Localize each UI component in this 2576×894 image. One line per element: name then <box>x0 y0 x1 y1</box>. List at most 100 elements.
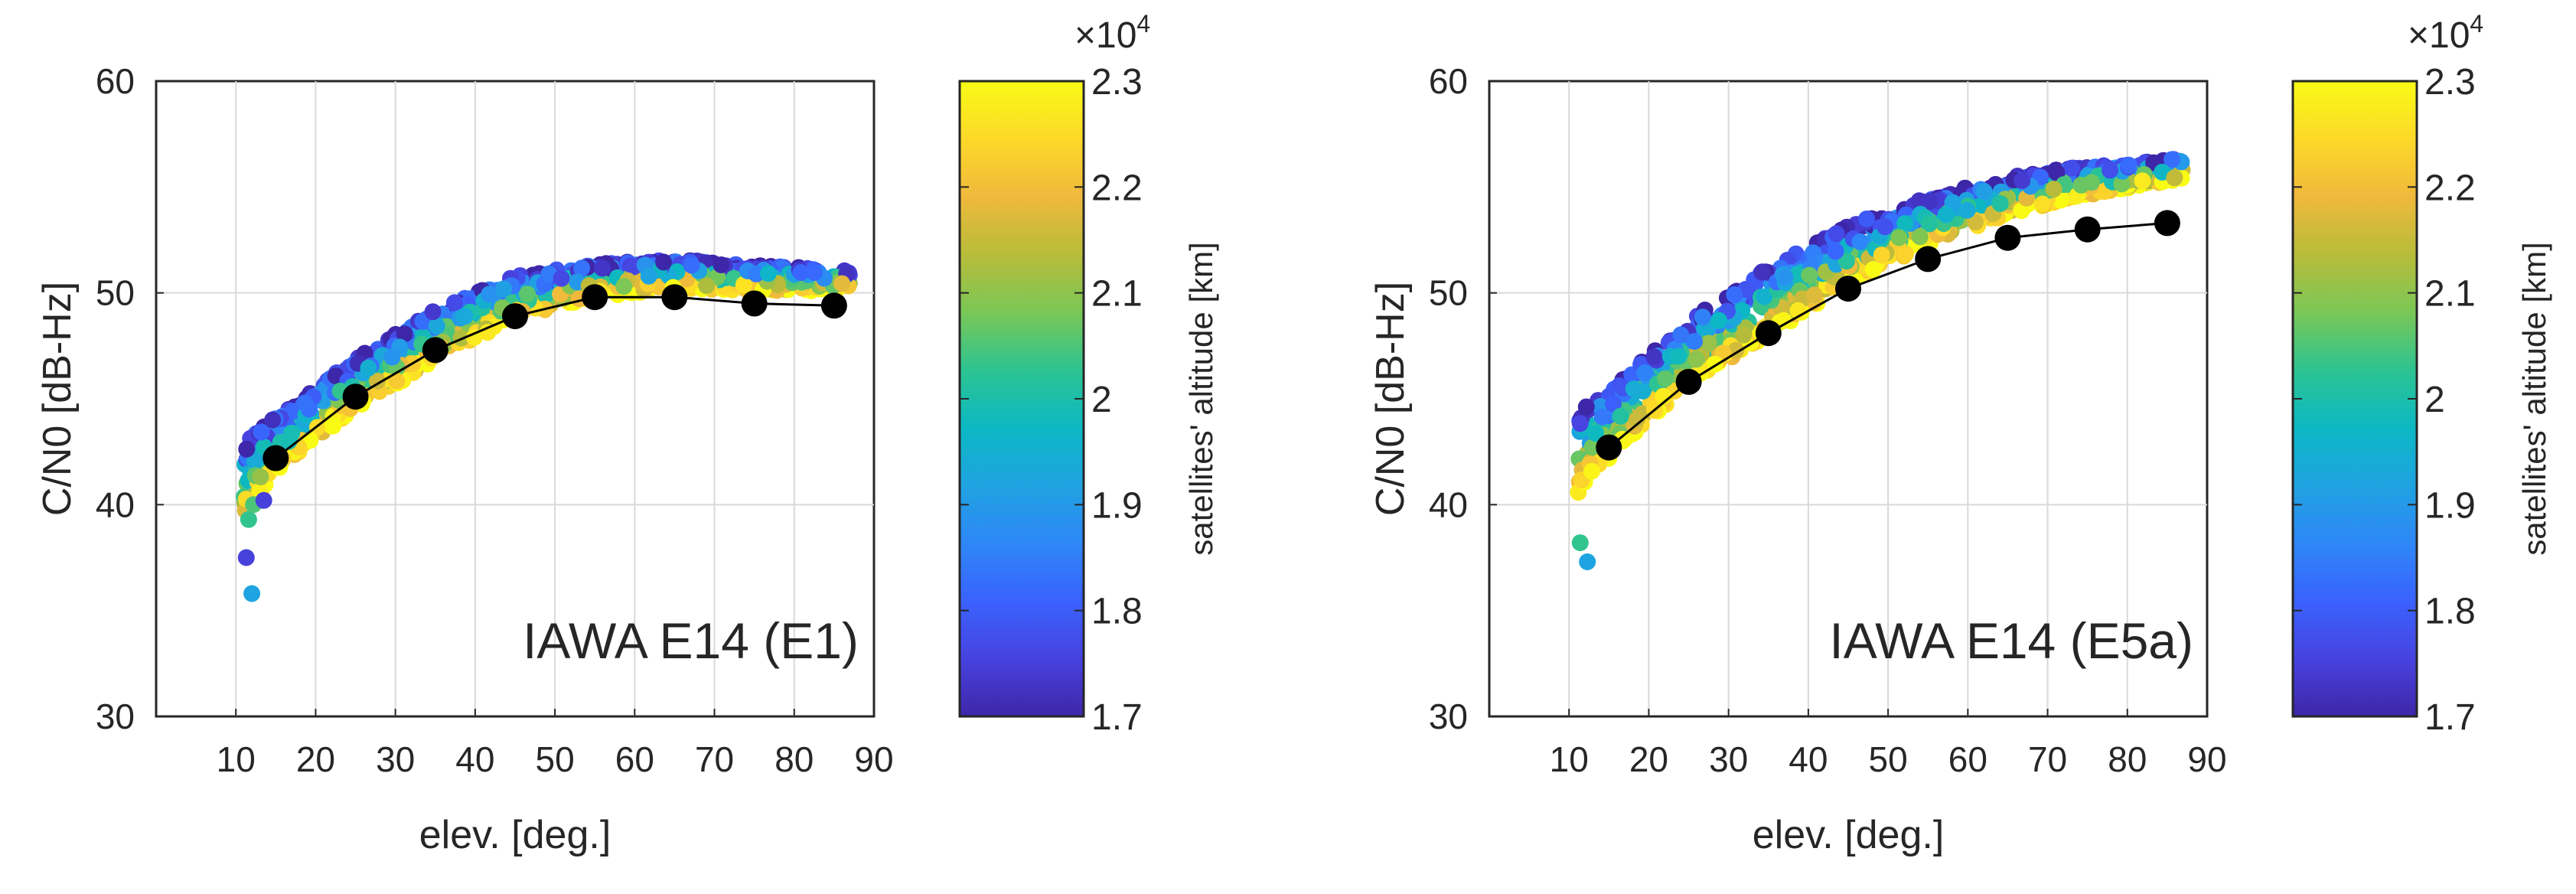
scatter-point <box>1605 395 1622 413</box>
colorbar: 1.7 1.8 1.9 2 2.1 2.2 2.3 ×104 satellites' alt… <box>958 10 1219 738</box>
x-tick-label: 40 <box>1789 739 1828 779</box>
y-tick-label: 30 <box>1429 697 1468 736</box>
scatter-point <box>1975 183 1993 201</box>
scatter-point <box>1837 253 1855 270</box>
scatter-point <box>2166 169 2183 187</box>
colorbar-ticks: 1.7 1.8 1.9 2 2.1 2.2 2.3 <box>960 62 1143 738</box>
x-axis-label: elev. [deg.] <box>1753 813 1945 857</box>
colorbar-tick-label: 2 <box>1091 380 1112 420</box>
colorbar-gradient <box>958 80 1085 718</box>
x-tick-label: 60 <box>1948 739 1987 779</box>
scatter-point <box>2102 162 2118 179</box>
scatter-point <box>396 325 413 343</box>
scatter-point <box>238 440 256 458</box>
mean-marker <box>661 284 688 311</box>
scatter-point <box>1753 263 1771 281</box>
x-tick-label: 80 <box>774 739 814 779</box>
y-tick-label: 50 <box>1429 273 1468 313</box>
mean-marker <box>820 292 847 319</box>
colorbar-tick-label: 1.8 <box>2424 592 2476 632</box>
mean-curve <box>262 284 847 471</box>
scatter-point <box>246 452 263 470</box>
scatter-point <box>2045 181 2062 198</box>
scatter-point <box>1700 334 1717 352</box>
y-tick-label: 40 <box>96 485 135 524</box>
scatter-point <box>1571 534 1589 552</box>
plot-area <box>155 80 876 718</box>
x-tick-labels: 10 20 30 40 50 60 70 80 90 <box>217 739 894 779</box>
scatter-point <box>495 280 513 298</box>
scatter-point <box>360 359 377 377</box>
colorbar-exponent-power: 4 <box>1136 10 1150 38</box>
scatter-point <box>1735 326 1753 344</box>
mean-marker <box>741 290 768 317</box>
scatter-point <box>1579 553 1596 570</box>
scatter-point <box>759 265 777 282</box>
colorbar-tick-label: 1.7 <box>1091 697 1143 738</box>
colorbar-tick-label: 1.9 <box>2424 485 2476 526</box>
scatter-point <box>296 394 314 412</box>
tick-marks <box>156 80 875 717</box>
scatter-point <box>2134 172 2151 190</box>
x-tick-label: 50 <box>536 739 575 779</box>
scatter-point <box>2033 195 2051 213</box>
scatter-point <box>1710 312 1728 329</box>
scatter-point <box>240 511 257 528</box>
colorbar-ticks: 1.7 1.8 1.9 2 2.1 2.2 2.3 <box>2293 62 2476 738</box>
scatter-point <box>573 259 591 277</box>
scatter-point <box>1686 333 1704 351</box>
scatter-point <box>1801 266 1818 284</box>
colorbar-exponent-base: ×10 <box>1074 15 1136 56</box>
mean-marker <box>1755 320 1782 347</box>
panel-annotation: IAWA E14 (E5a) <box>1829 612 2193 669</box>
panel-annotation: IAWA E14 (E1) <box>523 612 859 669</box>
scatter-point <box>1958 201 1976 219</box>
scatter-point <box>264 411 282 429</box>
scatter-point <box>253 423 270 441</box>
mean-marker <box>1915 246 1942 272</box>
scatter-point <box>1805 286 1823 304</box>
mean-marker <box>262 445 289 471</box>
scatter-point <box>1694 308 1711 326</box>
scatter-point <box>1577 398 1595 416</box>
mean-marker <box>422 337 448 364</box>
scatter-point <box>792 264 810 281</box>
scatter-point <box>1937 206 1955 224</box>
scatter-point <box>424 303 442 321</box>
scatter-point <box>1944 194 1961 211</box>
mean-marker <box>1994 224 2021 251</box>
x-tick-label: 40 <box>455 739 494 779</box>
scatter-point <box>383 348 401 366</box>
scatter-point <box>1877 218 1894 236</box>
colorbar-exponent: ×104 <box>1074 10 1150 56</box>
colorbar-tick-label: 2.2 <box>2424 168 2476 208</box>
x-tick-label: 80 <box>2108 739 2147 779</box>
scatter-point <box>243 585 261 602</box>
scatter-point <box>255 491 272 509</box>
scatter-point <box>324 417 342 435</box>
mean-marker <box>1596 434 1622 461</box>
y-tick-label: 50 <box>96 273 135 313</box>
scatter-point <box>1858 210 1876 227</box>
scatter-point <box>445 294 463 312</box>
colorbar-exponent-base: ×10 <box>2408 15 2470 56</box>
colorbar-gradient <box>2291 80 2418 718</box>
scatter-point <box>456 308 473 325</box>
scatter-point <box>683 256 700 274</box>
scatter-point <box>1775 312 1792 329</box>
scatter-point <box>1645 348 1663 365</box>
scatter-point <box>1921 215 1938 233</box>
scatter-point <box>1593 408 1611 426</box>
scatter-point <box>806 264 823 281</box>
scatter-point <box>1873 246 1890 264</box>
mean-marker <box>2074 216 2101 243</box>
scatter-point <box>519 285 536 303</box>
scatter-point <box>1827 243 1844 260</box>
scatter-point <box>833 275 851 292</box>
colorbar-tick-label: 1.7 <box>2424 697 2476 738</box>
scatter-point <box>2113 175 2131 193</box>
colorbar-tick-label: 2 <box>2424 380 2445 420</box>
colorbar-label: satellites' altitude [km] <box>2516 242 2552 556</box>
tick-marks <box>1489 80 2208 717</box>
colorbar-tick-label: 1.8 <box>1091 592 1143 632</box>
